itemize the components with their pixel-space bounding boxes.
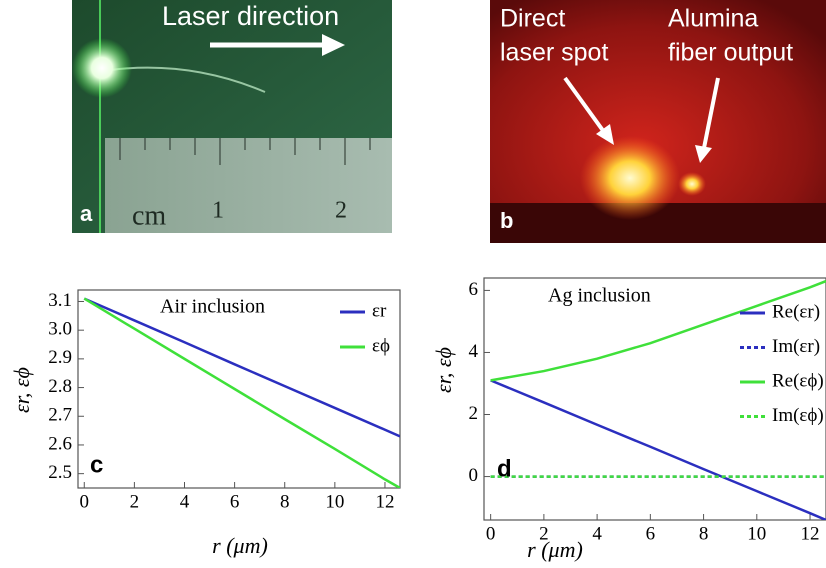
y-tick-label: 2.6 — [48, 433, 72, 454]
ruler-number: 2 — [335, 198, 347, 224]
x-axis-label: r (μm) — [527, 537, 583, 562]
legend-label: Im(εϕ) — [772, 405, 824, 426]
panel-label: d — [497, 455, 512, 482]
photo-text: Direct — [500, 5, 565, 33]
y-axis-label: εr, εϕ — [9, 367, 34, 413]
y-tick-label: 0 — [469, 465, 479, 486]
ruler-label: cm — [132, 200, 166, 231]
x-tick-label: 0 — [80, 491, 90, 512]
x-tick-label: 8 — [699, 523, 709, 544]
photo-a: Laser direction cm 1 2 a — [72, 0, 392, 233]
x-tick-label: 0 — [486, 523, 496, 544]
y-tick-label: 2.7 — [48, 405, 72, 426]
x-tick-label: 6 — [646, 523, 656, 544]
y-tick-label: 6 — [469, 279, 479, 300]
annotation: Ag inclusion — [548, 285, 651, 307]
fiber-output-spot — [678, 172, 706, 196]
x-tick-label: 10 — [747, 523, 766, 544]
legend-label: Re(εr) — [772, 301, 820, 322]
x-tick-label: 4 — [592, 523, 602, 544]
x-axis-label: r (μm) — [212, 533, 268, 558]
x-tick-label: 10 — [325, 491, 344, 512]
legend-label: εϕ — [372, 335, 390, 356]
series-line — [84, 299, 400, 488]
photo-text: fiber output — [668, 39, 793, 67]
ruler-number: 1 — [212, 198, 224, 224]
photo-text: laser spot — [500, 39, 608, 67]
x-tick-label: 8 — [280, 491, 290, 512]
x-tick-label: 6 — [230, 491, 240, 512]
panel-label: c — [90, 451, 103, 478]
legend-label: Im(εr) — [772, 336, 820, 357]
panel-label: a — [80, 201, 93, 226]
photo-text: Alumina — [668, 5, 758, 33]
figure: Laser direction cm 1 2 a Direct laser sp… — [0, 0, 826, 568]
y-axis-label: εr, εϕ — [431, 347, 456, 393]
legend-label: εr — [372, 300, 387, 321]
series-line — [491, 281, 826, 380]
series-line — [84, 299, 400, 437]
laser-spot — [72, 38, 132, 98]
series-line — [491, 380, 826, 520]
photo-b: Direct laser spot Alumina fiber output b — [490, 0, 826, 243]
y-tick-label: 3.1 — [48, 290, 72, 311]
annotation: Air inclusion — [160, 296, 265, 318]
laser-spot — [580, 136, 680, 220]
y-tick-label: 2.9 — [48, 347, 72, 368]
x-tick-label: 12 — [801, 523, 820, 544]
x-tick-label: 12 — [375, 491, 394, 512]
panel-label: b — [500, 208, 513, 233]
photo-text: Laser direction — [162, 1, 339, 31]
legend-label: Re(εϕ) — [772, 370, 824, 391]
x-tick-label: 4 — [180, 491, 190, 512]
x-tick-label: 2 — [130, 491, 140, 512]
plot-area — [84, 299, 400, 488]
y-tick-label: 2 — [469, 403, 479, 424]
y-tick-label: 2.5 — [48, 462, 72, 483]
y-tick-label: 3.0 — [48, 319, 72, 340]
y-tick-label: 4 — [469, 341, 479, 362]
y-tick-label: 2.8 — [48, 376, 72, 397]
